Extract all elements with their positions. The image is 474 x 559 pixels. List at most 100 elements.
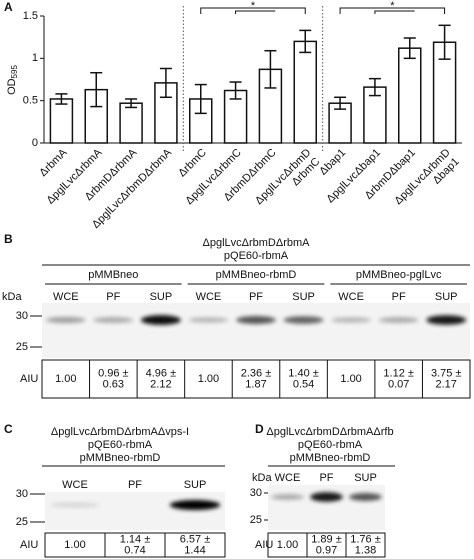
blot-header: pQE60-rbmA bbox=[224, 250, 289, 262]
aiu-value: 1.89 ± bbox=[311, 533, 342, 545]
panel-label: C bbox=[4, 422, 13, 436]
y-tick-label: 1 bbox=[32, 52, 38, 64]
lane-label: WCE bbox=[275, 472, 301, 484]
blot-image bbox=[42, 303, 470, 358]
aiu-table bbox=[267, 532, 386, 558]
aiu-table bbox=[44, 532, 226, 558]
aiu-value: 2.12 bbox=[150, 378, 171, 390]
aiu-value: 4.96 ± bbox=[146, 367, 177, 379]
band bbox=[49, 502, 101, 508]
x-tick-label: Δbap1 bbox=[317, 147, 348, 178]
aiu-value: 0.54 bbox=[293, 378, 314, 390]
marker-label: 30 bbox=[16, 310, 28, 322]
band bbox=[93, 317, 134, 323]
band bbox=[169, 500, 221, 510]
aiu-label: AIU bbox=[255, 539, 273, 551]
y-axis-label: OD595 bbox=[6, 65, 19, 95]
band bbox=[140, 315, 181, 325]
bar bbox=[398, 47, 422, 144]
band bbox=[331, 317, 372, 323]
lane-label: SUP bbox=[435, 291, 458, 303]
group-label: pMMBneo-pglLvc bbox=[356, 269, 442, 281]
aiu-table bbox=[41, 359, 471, 399]
bracket bbox=[235, 10, 276, 14]
aiu-value: 1.38 bbox=[355, 544, 376, 556]
band bbox=[283, 316, 324, 324]
bar bbox=[293, 40, 317, 144]
panel-label: D bbox=[255, 422, 264, 436]
aiu-value: 1.12 ± bbox=[383, 367, 414, 379]
lane-label: SUP bbox=[150, 291, 173, 303]
significance: * bbox=[251, 0, 256, 12]
band bbox=[378, 317, 419, 323]
marker-label: 30 bbox=[16, 488, 28, 500]
y-label-main: OD bbox=[6, 78, 18, 95]
y-tick-label: 1.5 bbox=[23, 10, 38, 22]
band bbox=[236, 316, 276, 324]
aiu-value: 1.14 ± bbox=[120, 533, 151, 545]
marker-label: 25 bbox=[250, 514, 262, 526]
bracket bbox=[339, 7, 446, 14]
aiu-value: 2.17 bbox=[436, 378, 457, 390]
aiu-label: AIU bbox=[20, 539, 38, 551]
aiu-value: 0.74 bbox=[124, 544, 145, 556]
lane-label: PF bbox=[106, 291, 120, 303]
aiu-value: 1.00 bbox=[340, 373, 361, 385]
band bbox=[271, 494, 304, 500]
lane-label: PF bbox=[128, 479, 142, 491]
y-tick-label: 0 bbox=[32, 137, 38, 149]
aiu-value: 1.00 bbox=[277, 539, 298, 551]
aiu-value: 0.96 ± bbox=[98, 367, 129, 379]
marker-label: 25 bbox=[16, 516, 28, 528]
y-tick-label: 0.5 bbox=[23, 95, 38, 107]
band bbox=[426, 315, 467, 325]
marker-label: 30 bbox=[250, 487, 262, 499]
aiu-value: 0.07 bbox=[388, 378, 409, 390]
blot-header: pMMBneo-rbmD bbox=[290, 452, 371, 464]
blot-image bbox=[45, 492, 225, 530]
band bbox=[45, 316, 86, 324]
group-label: pMMBneo-rbmD bbox=[216, 269, 297, 281]
lane-label: WCE bbox=[62, 479, 88, 491]
aiu-value: 0.97 bbox=[316, 544, 337, 556]
bar bbox=[49, 98, 74, 144]
bracket bbox=[374, 10, 415, 14]
blot-header: pQE60-rbmA bbox=[298, 439, 363, 451]
aiu-value: 2.36 ± bbox=[241, 367, 272, 379]
aiu-value: 1.40 ± bbox=[288, 367, 319, 379]
band bbox=[310, 492, 343, 502]
panel-label: A bbox=[4, 0, 13, 14]
aiu-value: 3.75 ± bbox=[431, 367, 462, 379]
blot-header: ΔpglLvcΔrbmDΔrbmAΔrfb bbox=[266, 426, 393, 438]
kda-label: kDa bbox=[2, 291, 22, 303]
bracket bbox=[200, 7, 306, 14]
aiu-value: 0.63 bbox=[103, 378, 124, 390]
blot-header: pMMBneo-rbmD bbox=[80, 452, 161, 464]
lane-label: WCE bbox=[338, 291, 364, 303]
lane-label: PF bbox=[249, 291, 263, 303]
group-label: pMMBneo bbox=[88, 269, 138, 281]
marker-label: 25 bbox=[16, 341, 28, 353]
lane-label: SUP bbox=[354, 472, 377, 484]
blot-header: ΔpglLvcΔrbmDΔrbmAΔvps-I bbox=[51, 426, 189, 438]
kda-label: kDa bbox=[252, 472, 272, 484]
significance: * bbox=[390, 0, 395, 12]
blot-image bbox=[268, 485, 385, 530]
blot-header: pQE60-rbmA bbox=[88, 439, 153, 451]
lane-label: PF bbox=[319, 472, 333, 484]
x-tick-label: ΔrbmA bbox=[37, 146, 70, 179]
lane-label: SUP bbox=[184, 479, 207, 491]
x-tick-label: ΔrbmC bbox=[176, 147, 209, 180]
aiu-value: 1.76 ± bbox=[350, 533, 381, 545]
y-label-sub: 595 bbox=[10, 65, 19, 79]
band bbox=[188, 317, 229, 323]
lane-label: WCE bbox=[196, 291, 222, 303]
aiu-value: 1.87 bbox=[245, 378, 266, 390]
aiu-value: 1.00 bbox=[55, 373, 76, 385]
bar bbox=[119, 102, 143, 144]
lane-label: SUP bbox=[292, 291, 315, 303]
band bbox=[349, 493, 382, 501]
panel-label: B bbox=[4, 232, 13, 246]
